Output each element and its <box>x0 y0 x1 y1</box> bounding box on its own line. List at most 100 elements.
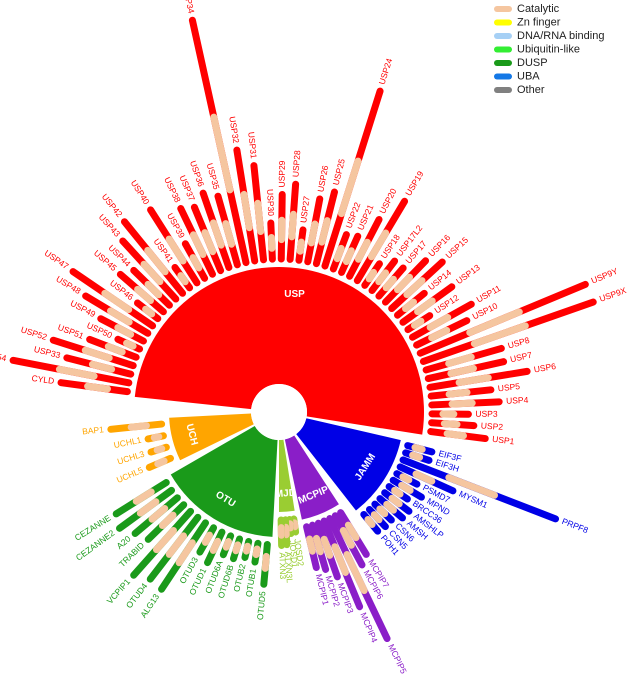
catalytic-segment <box>152 527 177 554</box>
protein-label: USP1 <box>492 434 516 447</box>
protein-label: USP27 <box>298 195 311 223</box>
catalytic-segment <box>365 268 378 283</box>
catalytic-segment <box>154 457 168 468</box>
catalytic-segment <box>288 210 297 241</box>
protein-label: OTUD5 <box>255 591 268 621</box>
protein-label: USP8 <box>507 335 531 351</box>
catalytic-segment <box>136 498 160 517</box>
catalytic-segment <box>114 324 135 338</box>
catalytic-segment <box>107 307 133 326</box>
catalytic-segment <box>55 365 98 380</box>
catalytic-segment <box>175 539 196 567</box>
protein-label: UCHL5 <box>115 465 145 485</box>
catalytic-segment <box>148 505 169 523</box>
legend-swatch <box>494 87 512 93</box>
catalytic-segment <box>445 474 499 499</box>
catalytic-segment <box>375 269 390 286</box>
catalytic-segment <box>411 443 426 453</box>
catalytic-segment <box>252 545 261 559</box>
legend-swatch <box>494 19 512 26</box>
protein-label: JOSD2 <box>292 538 306 567</box>
protein-label: USP52 <box>20 324 49 342</box>
protein-label: UCHL1 <box>113 435 143 450</box>
catalytic-segment <box>165 532 188 558</box>
protein-label: USP28 <box>290 150 302 178</box>
protein-label: USP9Y <box>590 266 620 286</box>
catalytic-segment <box>428 326 451 342</box>
catalytic-segment <box>344 521 360 542</box>
protein-label: PRPF8 <box>561 516 590 535</box>
catalytic-segment <box>376 505 389 518</box>
center-hole <box>251 384 307 440</box>
catalytic-segment <box>383 500 397 514</box>
catalytic-segment <box>398 481 414 494</box>
catalytic-segment <box>305 535 316 555</box>
catalytic-segment <box>466 308 523 337</box>
catalytic-segment <box>290 519 299 531</box>
family-wedge <box>296 418 401 511</box>
catalytic-segment <box>445 388 471 398</box>
protein-label: USP9X <box>598 285 628 304</box>
catalytic-segment <box>403 277 426 299</box>
protein-label: USP11 <box>475 283 503 305</box>
protein-label: USP33 <box>33 344 62 360</box>
catalytic-segment <box>104 343 126 356</box>
catalytic-segment <box>364 515 376 528</box>
catalytic-segment <box>388 494 403 508</box>
protein-label: USP26 <box>315 164 330 193</box>
catalytic-segment <box>391 486 404 498</box>
legend-label: DNA/RNA binding <box>517 30 604 42</box>
family-wedge <box>169 413 254 461</box>
catalytic-segment <box>448 399 476 408</box>
legend-label: Zn finger <box>517 16 561 28</box>
legend-swatch <box>494 73 512 80</box>
catalytic-segment <box>254 199 265 236</box>
legend-label: Catalytic <box>517 3 560 15</box>
protein-label: USP35 <box>205 162 222 191</box>
catalytic-segment <box>189 231 207 259</box>
protein-label: USP7 <box>509 350 533 365</box>
catalytic-segment <box>354 238 371 263</box>
catalytic-segment <box>177 272 189 286</box>
catalytic-segment <box>132 488 155 505</box>
protein-label: UCHL3 <box>116 449 146 467</box>
protein-label: USP29 <box>277 160 287 187</box>
family-label: MJD <box>274 488 296 501</box>
catalytic-segment <box>318 217 331 246</box>
catalytic-segment <box>158 511 177 530</box>
legend-swatch <box>494 6 512 12</box>
catalytic-segment <box>343 551 368 595</box>
catalytic-segment <box>320 535 334 559</box>
catalytic-segment <box>144 246 169 276</box>
catalytic-segment <box>189 254 203 272</box>
protein-label: MCPIP5 <box>386 642 409 675</box>
legend-swatch <box>494 60 512 66</box>
legend-label: DUSP <box>517 57 548 69</box>
catalytic-segment <box>443 430 467 440</box>
catalytic-segment <box>409 451 424 461</box>
protein-label: ATXN3L <box>283 551 295 583</box>
catalytic-segment <box>210 113 234 194</box>
catalytic-segment <box>242 542 252 555</box>
protein-label: USP2 <box>481 420 504 432</box>
protein-label: CYLD <box>31 373 55 386</box>
catalytic-segment <box>142 305 156 318</box>
protein-label: USP6 <box>533 361 557 375</box>
catalytic-segment <box>333 244 345 263</box>
catalytic-segment <box>153 445 166 454</box>
catalytic-segment <box>81 346 113 362</box>
protein-label: USP40 <box>129 178 152 206</box>
catalytic-segment <box>394 273 414 294</box>
protein-label: USP34 <box>181 0 197 15</box>
family-wedge <box>134 267 424 435</box>
catalytic-segment <box>232 541 242 555</box>
catalytic-segment <box>222 220 236 248</box>
protein-label: USP5 <box>497 381 520 393</box>
catalytic-segment <box>144 280 163 299</box>
catalytic-segment <box>312 534 324 556</box>
protein-label: USP51 <box>56 322 85 341</box>
catalytic-segment <box>412 470 436 485</box>
catalytic-segment <box>209 219 225 249</box>
catalytic-segment <box>201 229 217 256</box>
protein-label: USP24 <box>377 57 395 86</box>
